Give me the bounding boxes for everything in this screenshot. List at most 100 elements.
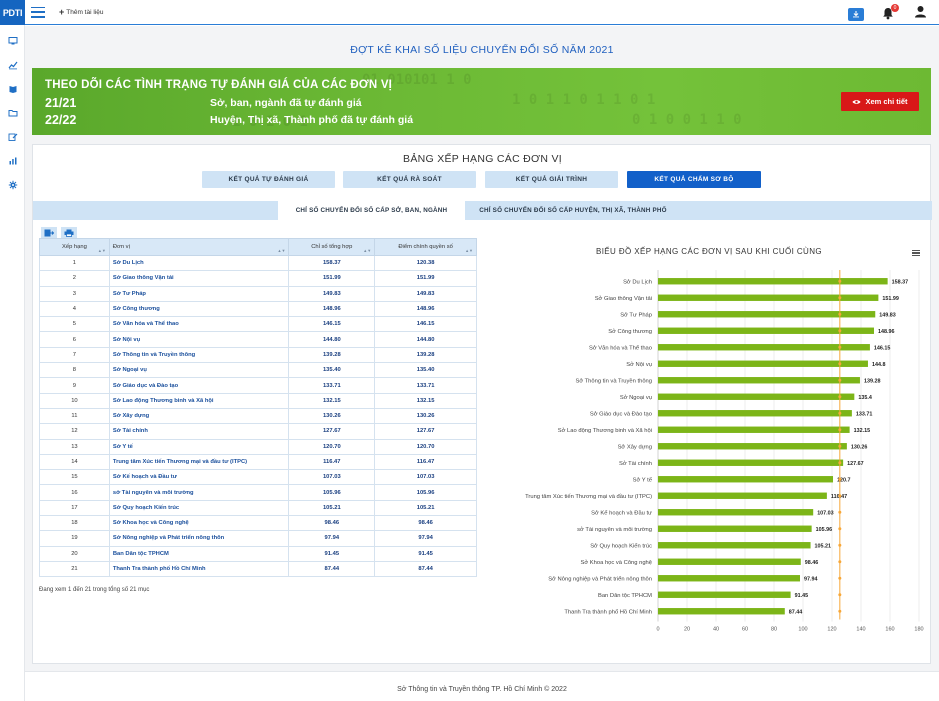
digital-gov-score-cell: 148.96 <box>374 300 477 318</box>
table-row: 18 Sở Khoa học và Công nghệ 98.46 98.46 <box>39 515 477 532</box>
column-header-rank[interactable]: Xếp hạng ▲▼ <box>39 238 110 256</box>
download-button[interactable] <box>848 7 864 21</box>
unit-link[interactable]: Trung tâm Xúc tiến Thương mại và đầu tư … <box>108 453 290 471</box>
composite-index-cell: 130.26 <box>288 407 376 425</box>
average-marker <box>838 362 842 366</box>
tab-self-assessment[interactable]: KẾT QUẢ TỰ ĐÁNH GIÁ <box>202 171 335 188</box>
page-title: ĐỢT KÊ KHAI SỐ LIỆU CHUYỂN ĐỔI SỐ NĂM 20… <box>350 44 614 56</box>
digital-gov-score-cell: 144.80 <box>374 331 477 348</box>
digital-gov-score-cell: 97.94 <box>374 530 477 547</box>
tab-review[interactable]: KẾT QUẢ RÀ SOÁT <box>343 171 476 188</box>
chart-menu-icon[interactable] <box>912 250 920 256</box>
unit-link[interactable]: Sở Ngoại vụ <box>108 362 290 379</box>
average-marker <box>838 560 842 564</box>
rank-cell: 2 <box>39 270 110 287</box>
table-row: 10 Sở Lao động Thương binh và Xã hội 132.1… <box>39 392 477 409</box>
chart-icon[interactable] <box>0 53 25 77</box>
unit-link[interactable]: Sở Tư Pháp <box>108 285 290 302</box>
unit-link[interactable]: Sở Nội vụ <box>108 331 290 348</box>
unit-link[interactable]: Ban Dân tộc TPHCM <box>108 545 290 562</box>
category-label: sở Tài nguyên và môi trường <box>577 526 652 533</box>
category-label: Sở Tư Pháp <box>620 311 652 318</box>
unit-link[interactable]: Sở Lao động Thương binh và Xã hội <box>108 392 290 409</box>
category-label: Sở Ngoại vụ <box>620 394 652 401</box>
unit-link[interactable]: Sở Du Lịch <box>108 254 290 272</box>
average-marker <box>838 411 842 415</box>
category-label: Sở Giao thông Vận tải <box>595 295 652 302</box>
rank-cell: 16 <box>39 484 110 501</box>
table-row: 1 Sở Du Lịch 158.37 120.38 <box>39 254 477 272</box>
data-label: 158.37 <box>892 279 909 285</box>
edit-icon[interactable] <box>0 125 25 149</box>
rank-cell: 18 <box>39 515 110 532</box>
unit-link[interactable]: Thanh Tra thành phố Hồ Chí Minh <box>108 560 290 578</box>
composite-index-cell: 120.70 <box>288 438 376 455</box>
subtab-department-level[interactable]: CHỈ SỐ CHUYỂN ĐỔI SỐ CẤP SỞ, BAN, NGÀNH <box>278 201 465 220</box>
subtab-district-level[interactable]: CHỈ SỐ CHUYỂN ĐỔI SỐ CẤP HUYỆN, THỊ XÃ, … <box>479 207 667 214</box>
bar <box>658 344 870 351</box>
unit-link[interactable]: Sở Thông tin và Truyền thông <box>108 346 290 364</box>
notification-button[interactable]: 0 <box>882 4 899 21</box>
bar <box>658 575 801 582</box>
unit-link[interactable]: Sở Kế hoạch và Đầu tư <box>108 469 290 486</box>
export-excel-button[interactable] <box>41 227 57 238</box>
footer-text: Sở Thông tin và Truyền thông TP. Hồ Chí … <box>397 686 567 693</box>
composite-index-cell: 146.15 <box>288 316 376 333</box>
rank-cell: 4 <box>39 300 110 318</box>
unit-link[interactable]: Sở Y tế <box>108 438 290 455</box>
column-header-digital-gov-score[interactable]: Điểm chính quyền số ▲▼ <box>374 238 477 256</box>
composite-index-cell: 107.03 <box>288 469 376 486</box>
unit-link[interactable]: Sở Tài chính <box>108 423 290 440</box>
ranking-title: BẢNG XẾP HẠNG CÁC ĐƠN VỊ <box>403 153 562 165</box>
folder-icon[interactable] <box>0 101 25 125</box>
app-logo[interactable]: PDTI <box>0 0 25 25</box>
average-marker <box>838 296 842 300</box>
user-icon <box>915 6 926 18</box>
column-header-unit[interactable]: Đơn vị ▲▼ <box>108 238 290 256</box>
unit-link[interactable]: Sở Quy hoạch Kiến trúc <box>108 499 290 517</box>
unit-link[interactable]: Sở Xây dựng <box>108 407 290 425</box>
plus-icon: + <box>59 7 65 17</box>
self-assessed-districts-label: Huyện, Thị xã, Thành phố đã tự đánh giá <box>210 114 414 126</box>
settings-icon[interactable] <box>0 173 25 197</box>
digital-gov-score-cell: 130.26 <box>374 407 477 425</box>
average-marker <box>838 395 842 399</box>
book-icon[interactable] <box>0 77 25 101</box>
unit-link[interactable]: Sở Khoa học và Công nghệ <box>108 515 290 532</box>
self-assessed-departments-label: Sở, ban, ngành đã tự đánh giá <box>210 97 362 109</box>
table-row: 21 Thanh Tra thành phố Hồ Chí Minh 87.44 87… <box>39 560 477 578</box>
digital-gov-score-cell: 149.83 <box>374 285 477 302</box>
digital-gov-score-cell: 91.45 <box>374 545 477 562</box>
rank-cell: 12 <box>39 423 110 440</box>
unit-link[interactable]: sở Tài nguyên và môi trường <box>108 484 290 501</box>
view-detail-button[interactable]: Xem chi tiết <box>841 92 919 111</box>
unit-link[interactable]: Sở Giáo dục và Đào tạo <box>108 377 290 394</box>
digital-gov-score-cell: 120.70 <box>374 438 477 455</box>
monitor-icon[interactable] <box>0 29 25 53</box>
tab-explanation[interactable]: KẾT QUẢ GIẢI TRÌNH <box>485 171 618 188</box>
rank-cell: 11 <box>39 407 110 425</box>
menu-toggle-icon[interactable] <box>31 6 45 18</box>
unit-link[interactable]: Sở Giao thông Vận tải <box>108 270 290 287</box>
report-icon[interactable] <box>0 149 25 173</box>
tab-preliminary-scoring[interactable]: KẾT QUẢ CHẤM SƠ BỘ <box>627 171 761 188</box>
composite-index-cell: 105.21 <box>288 499 376 517</box>
digital-gov-score-cell: 151.99 <box>374 270 477 287</box>
unit-link[interactable]: Sở Văn hóa và Thể thao <box>108 316 290 333</box>
digital-gov-score-cell: 105.96 <box>374 484 477 501</box>
user-avatar[interactable] <box>914 5 927 23</box>
composite-index-cell: 127.67 <box>288 423 376 440</box>
unit-link[interactable]: Sở Nông nghiệp và Phát triển nông thôn <box>108 530 290 547</box>
x-tick-label: 140 <box>856 627 865 633</box>
column-header-composite-index[interactable]: Chỉ số tổng hợp ▲▼ <box>288 238 376 256</box>
x-tick-label: 40 <box>713 627 719 633</box>
data-label: 149.83 <box>879 312 896 318</box>
data-label: 105.96 <box>816 527 833 533</box>
unit-link[interactable]: Sở Công thương <box>108 300 290 318</box>
print-button[interactable] <box>61 227 77 238</box>
download-icon <box>853 11 859 18</box>
rank-cell: 6 <box>39 331 110 348</box>
view-detail-label: Xem chi tiết <box>865 97 908 106</box>
add-document-button[interactable]: + Thêm tài liệu <box>59 7 103 17</box>
category-label: Sở Khoa học và Công nghệ <box>581 559 652 566</box>
